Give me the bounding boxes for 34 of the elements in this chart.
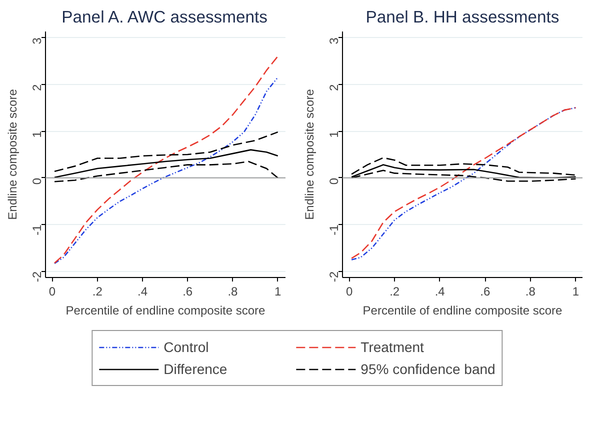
- y-tick-label: 2: [327, 84, 341, 92]
- y-tick-label: 1: [327, 130, 341, 138]
- legend-label: 95% confidence band: [360, 360, 496, 376]
- x-tick-label: .6: [182, 284, 193, 298]
- y-tick-label: 1: [30, 130, 44, 138]
- x-tick-label: 1: [572, 284, 580, 298]
- y-tick-label: 0: [327, 178, 341, 185]
- x-tick-label: .2: [92, 284, 103, 298]
- legend-label: Treatment: [360, 338, 425, 354]
- x-axis-title: Percentile of endline composite score: [66, 304, 266, 318]
- y-axis-title: Endline composite score: [6, 88, 20, 220]
- x-tick-label: .6: [480, 284, 490, 298]
- y-tick-label: 0: [30, 178, 44, 185]
- x-tick-label: .8: [228, 284, 238, 298]
- y-tick-label: -2: [327, 271, 341, 282]
- x-tick-label: .4: [137, 284, 148, 298]
- x-tick-label: 0: [48, 284, 56, 298]
- y-tick-label: 3: [30, 37, 44, 44]
- y-tick-label: 2: [30, 84, 44, 92]
- chart-title: Panel A. AWC assessments: [62, 8, 268, 26]
- legend-label: Difference: [164, 360, 228, 376]
- y-tick-label: -1: [30, 224, 44, 236]
- x-tick-label: .2: [390, 284, 400, 298]
- y-tick-label: -2: [30, 271, 44, 282]
- y-tick-label: 3: [327, 37, 341, 44]
- y-axis-title: Endline composite score: [302, 88, 316, 220]
- x-tick-label: 1: [274, 284, 282, 298]
- chart-title: Panel B. HH assessments: [366, 8, 560, 26]
- x-tick-label: 0: [346, 284, 353, 298]
- x-tick-label: .4: [434, 284, 446, 298]
- legend-label: Control: [164, 338, 210, 354]
- x-axis-title: Percentile of endline composite score: [362, 304, 563, 318]
- y-tick-label: -1: [327, 224, 341, 236]
- x-tick-label: .8: [525, 284, 536, 298]
